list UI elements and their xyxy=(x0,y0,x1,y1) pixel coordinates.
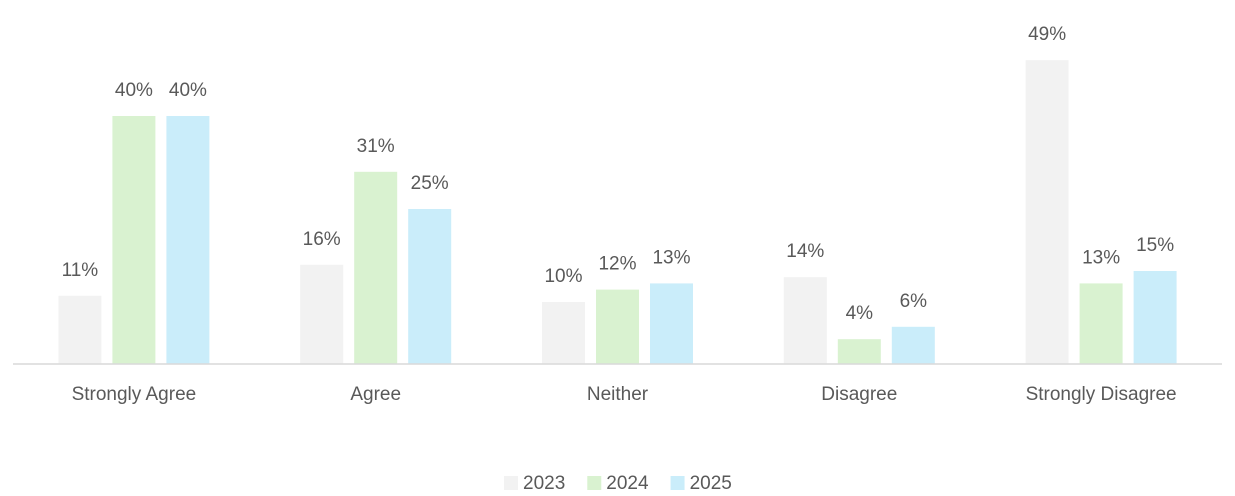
bar xyxy=(783,277,827,364)
bar xyxy=(596,289,639,364)
data-label: 10% xyxy=(544,266,582,287)
x-tick-label: Strongly Disagree xyxy=(1026,384,1177,405)
bar xyxy=(1133,271,1177,364)
data-label: 15% xyxy=(1136,235,1174,256)
data-label: 40% xyxy=(115,80,153,101)
legend-swatch xyxy=(670,476,685,490)
bar xyxy=(837,339,881,364)
bar xyxy=(166,116,210,364)
bar xyxy=(542,302,585,364)
bar xyxy=(58,295,102,364)
legend-label: 2024 xyxy=(606,473,649,494)
legend-label: 2025 xyxy=(690,473,732,494)
data-label: 13% xyxy=(1082,247,1120,268)
bar xyxy=(1025,60,1069,364)
legend-label: 2023 xyxy=(523,473,565,494)
data-label: 11% xyxy=(62,260,99,281)
bar xyxy=(891,326,935,364)
data-label: 4% xyxy=(846,303,874,324)
data-label: 12% xyxy=(598,254,636,275)
data-label: 16% xyxy=(303,229,341,250)
data-label: 14% xyxy=(786,241,824,262)
x-tick-label: Disagree xyxy=(821,384,897,405)
bar xyxy=(408,209,452,364)
bar xyxy=(650,283,693,364)
data-label: 40% xyxy=(169,80,207,101)
bar xyxy=(1079,283,1123,364)
data-label: 13% xyxy=(652,247,690,268)
bar xyxy=(300,264,344,364)
legend-swatch xyxy=(587,476,602,490)
legend-swatch xyxy=(504,476,518,490)
x-tick-label: Strongly Agree xyxy=(72,384,197,405)
x-tick-label: Agree xyxy=(350,384,401,405)
x-tick-label: Neither xyxy=(587,384,649,405)
data-label: 31% xyxy=(357,136,395,157)
bar xyxy=(112,116,156,364)
bar xyxy=(354,171,398,364)
data-label: 6% xyxy=(900,291,928,312)
data-label: 49% xyxy=(1028,24,1066,45)
data-label: 25% xyxy=(411,173,449,194)
